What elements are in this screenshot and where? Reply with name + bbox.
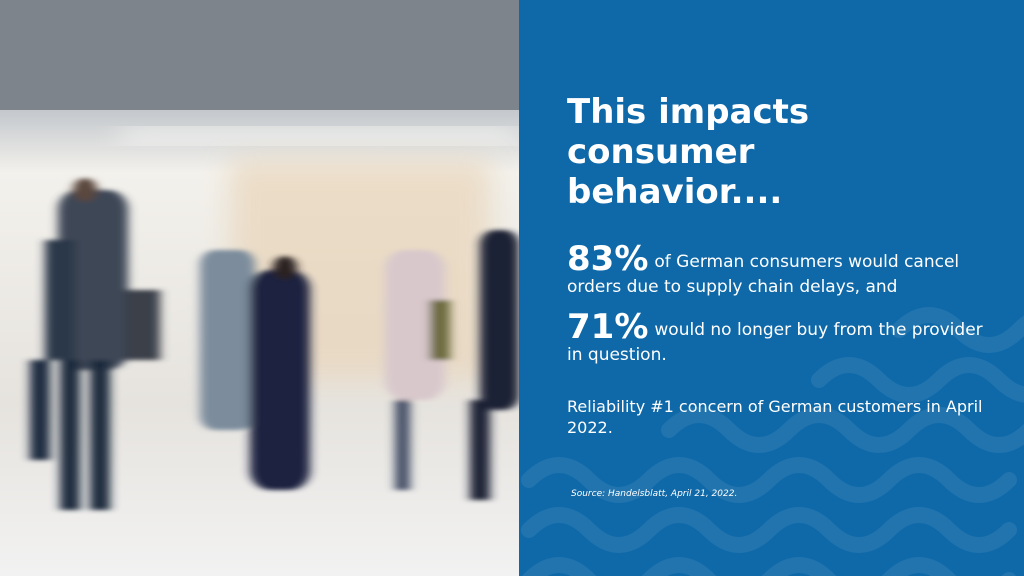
slide-title: This impacts consumer behavior....	[567, 92, 810, 212]
stat: 83% of German consumers would cancel orde…	[567, 242, 987, 300]
stat-figure: 83%	[567, 239, 649, 279]
photo	[0, 0, 519, 576]
stat: 71% would no longer buy from the provider…	[567, 310, 987, 368]
stat-figure: 71%	[567, 307, 649, 347]
stat-text: of German consumers would cancel orders …	[567, 252, 960, 297]
stat-text: would no longer buy from the provider in…	[567, 320, 983, 365]
source: Source: Handelsblatt, April 21, 2022.	[571, 489, 738, 499]
note: Reliability #1 concern of German custome…	[567, 397, 983, 437]
wave-pattern	[521, 307, 1024, 576]
text-panel: This impacts consumer behavior.... 83% of…	[519, 0, 1024, 576]
